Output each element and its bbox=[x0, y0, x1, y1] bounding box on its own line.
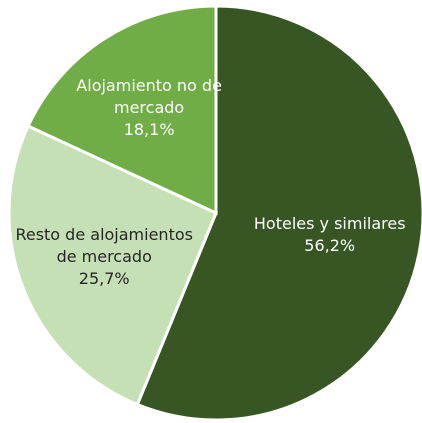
value-label: 25,7% bbox=[78, 268, 130, 288]
slice-label: Alojamiento no de mercado 18,1% bbox=[69, 75, 229, 141]
value-label: 56,2% bbox=[304, 236, 356, 256]
category: Alojamiento no de mercado bbox=[76, 76, 222, 118]
slice-label: Resto de alojamientos de mercado 25,7% bbox=[14, 224, 194, 290]
pie-slice bbox=[26, 4, 218, 216]
pie-slice bbox=[7, 124, 218, 407]
category: Hoteles y similares bbox=[253, 214, 406, 234]
pie-slice bbox=[135, 4, 422, 422]
value-label: 18,1% bbox=[123, 120, 175, 140]
category: Resto de alojamientos de mercado bbox=[15, 224, 193, 266]
slice-label: Hoteles y similares 56,2% bbox=[235, 213, 422, 257]
